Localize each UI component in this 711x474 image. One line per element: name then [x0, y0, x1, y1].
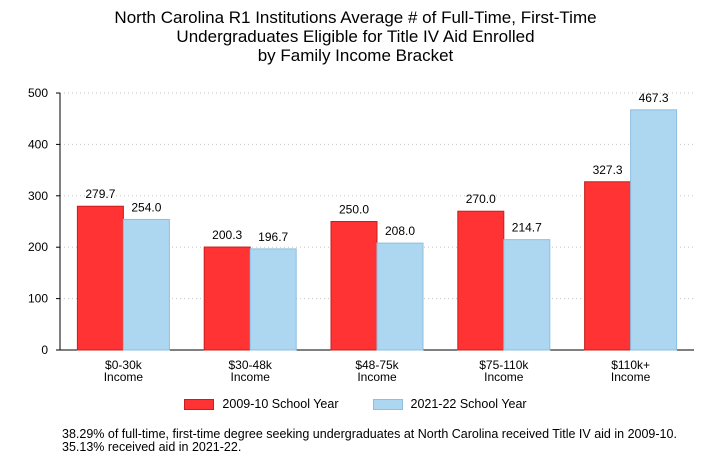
- x-category-label: $0-30k: [105, 358, 143, 372]
- bar-2021: [503, 239, 551, 351]
- legend-swatch-2009: [184, 398, 215, 410]
- data-label-2009: 279.7: [85, 187, 115, 201]
- legend: 2009-10 School Year 2021-22 School Year: [0, 397, 711, 411]
- data-label-2021: 254.0: [131, 200, 161, 214]
- chart-title: North Carolina R1 Institutions Average #…: [0, 8, 711, 65]
- data-label-2021: 214.7: [512, 221, 542, 235]
- data-label-2021: 196.7: [258, 230, 288, 244]
- bar-2009: [203, 246, 251, 351]
- data-label-2009: 327.3: [593, 163, 623, 177]
- data-label-2009: 200.3: [212, 228, 242, 242]
- x-category-label: Income: [357, 370, 397, 384]
- y-tick-label: 100: [28, 292, 48, 306]
- bar-2021: [630, 109, 678, 351]
- y-tick-label: 500: [28, 86, 48, 100]
- legend-item-2009: 2009-10 School Year: [184, 397, 339, 411]
- chart-title-line-1: North Carolina R1 Institutions Average #…: [114, 8, 597, 27]
- x-category-label: Income: [104, 370, 144, 384]
- y-tick-label: 400: [28, 137, 48, 151]
- x-category-label: $75-110k: [479, 358, 529, 372]
- bar-2009: [76, 205, 124, 351]
- bar-2009: [330, 221, 378, 351]
- footnote: 38.29% of full-time, first-time degree s…: [62, 427, 677, 454]
- x-category-label: Income: [484, 370, 524, 384]
- y-tick-label: 300: [28, 189, 48, 203]
- y-tick-label: 200: [28, 240, 48, 254]
- data-label-2009: 250.0: [339, 203, 369, 217]
- legend-swatch-2021: [372, 398, 403, 410]
- y-tick-label: 0: [41, 343, 48, 357]
- chart-title-line-3: by Family Income Bracket: [257, 46, 454, 65]
- data-label-2021: 467.3: [639, 91, 669, 105]
- legend-item-2021: 2021-22 School Year: [372, 397, 527, 411]
- bar-2009: [584, 181, 632, 351]
- bar-2021: [122, 218, 170, 351]
- x-category-label: $110k+: [611, 358, 650, 372]
- chart-title-line-2: Undergraduates Eligible for Title IV Aid…: [176, 27, 535, 46]
- legend-label-2009: 2009-10 School Year: [222, 397, 339, 411]
- bar-2021: [249, 248, 297, 351]
- bar-2009: [457, 210, 505, 351]
- x-category-label: Income: [231, 370, 271, 384]
- data-label-2009: 270.0: [466, 192, 496, 206]
- x-category-label: Income: [611, 370, 651, 384]
- legend-label-2021: 2021-22 School Year: [410, 397, 527, 411]
- bar-2021: [376, 242, 424, 351]
- data-label-2021: 208.0: [385, 224, 415, 238]
- x-category-label: $30-48k: [229, 358, 273, 372]
- x-category-label: $48-75k: [355, 358, 399, 372]
